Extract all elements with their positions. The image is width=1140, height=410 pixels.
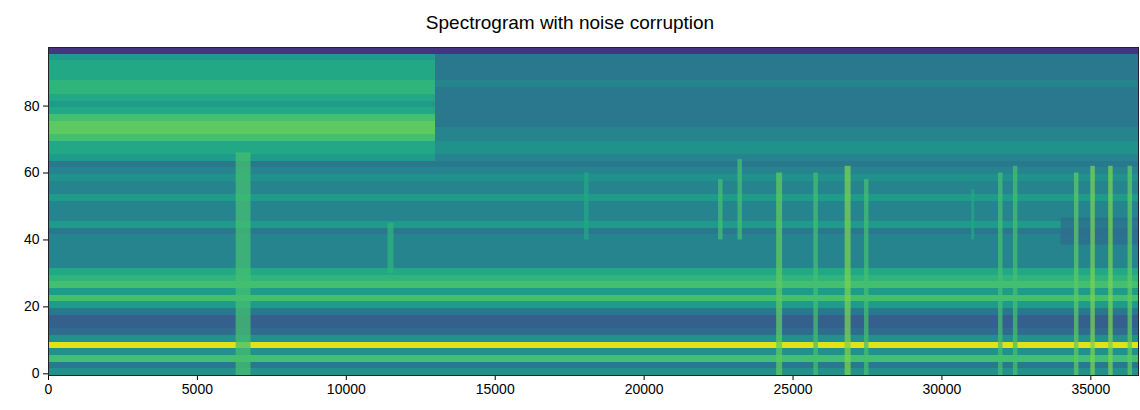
svg-text:20000: 20000 bbox=[625, 381, 664, 397]
svg-text:80: 80 bbox=[24, 98, 40, 114]
svg-text:15000: 15000 bbox=[476, 381, 515, 397]
svg-text:40: 40 bbox=[24, 231, 40, 247]
svg-text:20: 20 bbox=[24, 298, 40, 314]
html-text:Spectrogram with noise corrupt: Spectrogram with noise corruption bbox=[425, 12, 715, 33]
svg-text:60: 60 bbox=[24, 164, 40, 180]
svg-text:0: 0 bbox=[45, 381, 53, 397]
svg-text:35000: 35000 bbox=[1071, 381, 1110, 397]
svg-text:25000: 25000 bbox=[774, 381, 813, 397]
svg-text:0: 0 bbox=[32, 365, 40, 381]
svg-text:30000: 30000 bbox=[922, 381, 961, 397]
svg-text:10000: 10000 bbox=[327, 381, 366, 397]
svg-text:5000: 5000 bbox=[182, 381, 213, 397]
